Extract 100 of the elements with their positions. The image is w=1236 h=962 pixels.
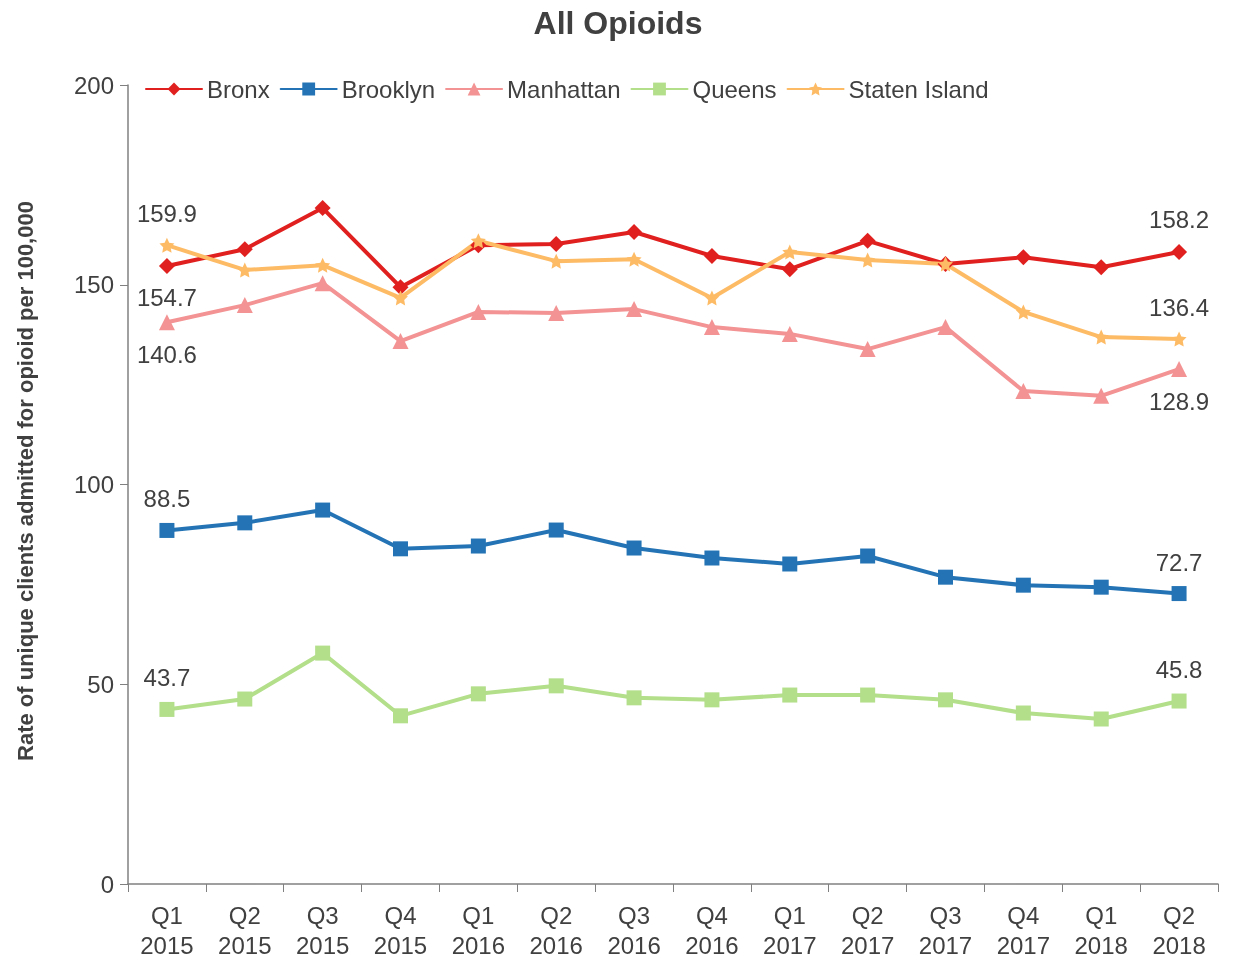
data-label: 136.4: [1149, 294, 1210, 322]
point: [470, 538, 486, 554]
point: [470, 686, 486, 702]
point: [1015, 705, 1031, 721]
data-label: 158.2: [1149, 206, 1210, 234]
point: [470, 303, 487, 320]
point: [1015, 577, 1031, 593]
point: [703, 319, 720, 336]
point: [1171, 586, 1187, 602]
point: [781, 325, 798, 342]
data-label: 72.7: [1155, 548, 1203, 576]
legend-label: Queens: [692, 75, 777, 103]
legend-label: Bronx: [207, 75, 270, 103]
point: [1171, 693, 1187, 709]
y-tick-label: 200: [73, 71, 114, 99]
point: [393, 708, 408, 724]
point: [1171, 361, 1188, 378]
point: [938, 569, 953, 585]
point: [393, 541, 408, 557]
point: [236, 297, 253, 314]
point: [1093, 579, 1109, 595]
x-tick-label: Q4 2015: [373, 901, 428, 959]
point: [314, 275, 331, 292]
point: [626, 540, 642, 556]
point: [1015, 249, 1032, 266]
point: [393, 290, 408, 306]
x-tick-label: Q4 2016: [685, 901, 739, 959]
point: [548, 236, 565, 252]
point: [315, 257, 331, 273]
x-tick-label: Q3 2015: [295, 901, 350, 959]
data-label: 154.7: [136, 284, 197, 312]
point: [626, 301, 643, 318]
point: [392, 279, 409, 296]
x-tick-label: Q3 2016: [607, 901, 661, 959]
point: [548, 522, 564, 538]
y-tick-label: 50: [87, 670, 114, 698]
legend-label: Staten Island: [848, 75, 989, 103]
point: [704, 290, 720, 306]
data-label: 140.6: [136, 340, 197, 368]
legend-label: Manhattan: [507, 75, 621, 103]
x-tick-label: Q3 2017: [918, 901, 973, 959]
point: [704, 550, 720, 566]
x-tick-label: Q2 2018: [1152, 901, 1206, 959]
point: [782, 244, 798, 260]
point: [159, 701, 175, 717]
point: [158, 314, 175, 331]
x-tick-label: Q1 2017: [763, 901, 817, 959]
point: [938, 692, 953, 708]
point: [315, 645, 331, 661]
point: [237, 691, 253, 707]
point: [236, 241, 253, 258]
point: [860, 687, 876, 703]
point: [548, 678, 564, 694]
point: [859, 341, 876, 358]
point: [470, 233, 486, 249]
data-label: 45.8: [1155, 656, 1203, 684]
data-label: 159.9: [136, 200, 197, 228]
point: [860, 548, 876, 564]
y-tick-label: 0: [100, 870, 114, 898]
point: [159, 237, 175, 253]
point: [781, 261, 798, 278]
point: [159, 522, 175, 538]
data-label: 88.5: [143, 485, 191, 513]
point: [158, 257, 175, 274]
x-tick-label: Q2 2015: [218, 901, 272, 959]
y-axis-title: Rate of unique clients admitted for opioid per 100,000: [12, 201, 38, 761]
point: [626, 251, 642, 267]
y-tick-label: 100: [73, 471, 114, 498]
x-tick-label: Q1 2016: [451, 901, 506, 959]
point: [703, 247, 720, 264]
point: [859, 232, 876, 249]
x-tick-label: Q2 2016: [529, 901, 583, 959]
point: [937, 319, 954, 336]
point: [237, 515, 253, 531]
y-tick-label: 150: [73, 271, 114, 299]
point: [1093, 259, 1110, 276]
point: [1093, 329, 1109, 345]
legend-label: Brooklyn: [341, 75, 436, 103]
point: [782, 556, 798, 572]
point: [860, 252, 876, 268]
chart-title: All Opioids: [533, 5, 703, 41]
point: [782, 687, 798, 703]
point: [626, 224, 643, 241]
point: [548, 305, 565, 322]
point: [392, 333, 409, 350]
point: [1093, 387, 1110, 404]
point: [626, 690, 642, 706]
point: [1015, 304, 1031, 320]
x-tick-label: Q2 2017: [840, 901, 895, 959]
data-label: 128.9: [1149, 387, 1210, 415]
point: [314, 200, 331, 217]
data-label: 43.7: [143, 664, 191, 692]
x-tick-label: Q4 2017: [996, 901, 1051, 959]
point: [315, 502, 331, 518]
point: [1171, 243, 1188, 260]
point: [1015, 383, 1032, 400]
point: [548, 253, 564, 269]
point: [1093, 711, 1109, 727]
point: [704, 692, 720, 708]
x-tick-label: Q1 2015: [140, 901, 194, 959]
